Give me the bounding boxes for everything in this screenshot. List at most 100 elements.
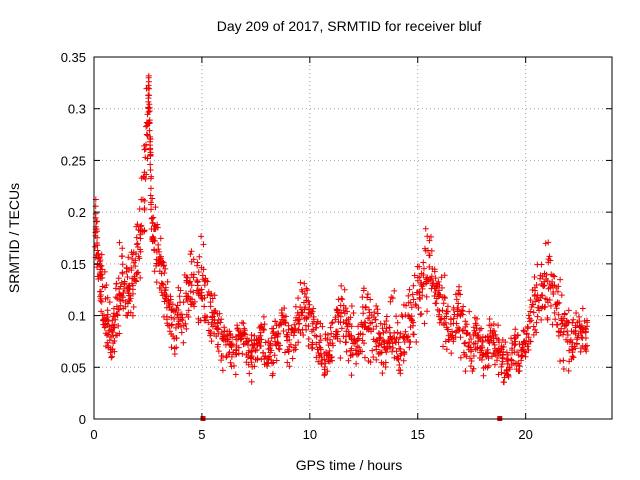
data-point [357,348,364,355]
x-tick-label: 10 [303,427,317,442]
data-point [134,240,141,247]
data-point [504,360,511,367]
data-point [416,274,423,281]
data-point [139,196,146,203]
data-point [200,241,207,248]
data-point [141,146,148,153]
data-point [391,330,398,337]
data-point [104,294,111,301]
data-point [272,318,279,325]
data-point [561,311,568,318]
x-tick-label: 0 [90,427,97,442]
grid-lines [94,57,612,419]
data-point [181,272,188,279]
data-point [362,303,369,310]
data-point [435,291,442,298]
data-point [462,318,469,325]
data-point [142,146,149,153]
data-point [582,329,589,336]
data-point [455,300,462,307]
data-point [149,233,156,240]
data-point [579,305,586,312]
data-point [115,322,122,329]
data-point [534,313,541,320]
data-point [138,222,145,229]
data-point [132,263,139,270]
data-point [98,262,105,269]
data-point [478,325,485,332]
data-point [527,338,534,345]
data-point [302,304,309,311]
data-point [133,241,140,248]
data-point [395,356,402,363]
data-point [453,320,460,327]
data-point [185,280,192,287]
data-point [309,339,316,346]
data-point [362,323,369,330]
data-point [175,284,182,291]
data-point [248,378,255,385]
data-point [137,274,144,281]
data-point [218,328,225,335]
data-point [282,320,289,327]
data-point [419,283,426,290]
data-point [439,294,446,301]
data-point [380,329,387,336]
data-point [143,171,150,178]
data-point [359,331,366,338]
data-point [434,281,441,288]
data-point [480,372,487,379]
data-point [348,302,355,309]
data-point [220,331,227,338]
data-point [410,331,417,338]
data-point [475,332,482,339]
data-point [204,291,211,298]
data-point [215,348,222,355]
data-point [360,285,367,292]
x-tick-label: 20 [518,427,532,442]
data-point [154,221,161,228]
data-point [94,234,101,241]
data-point [577,324,584,331]
data-point [228,353,235,360]
data-point [533,282,540,289]
data-point [304,287,311,294]
data-point [462,368,469,375]
data-point [169,321,176,328]
data-point [442,295,449,302]
data-point [317,346,324,353]
data-point [257,343,264,350]
data-point [490,350,497,357]
data-point [184,297,191,304]
data-point [313,354,320,361]
data-point [355,344,362,351]
data-point [533,319,540,326]
data-point [503,349,510,356]
data-point [333,306,340,313]
data-point [147,199,154,206]
data-point [383,328,390,335]
data-point [254,356,261,363]
data-point [514,349,521,356]
data-point [232,371,239,378]
data-point [374,306,381,313]
data-point [147,152,154,159]
data-point [230,362,237,369]
data-point [578,334,585,341]
data-point [94,242,101,249]
data-point [504,371,511,378]
data-point [185,293,192,300]
data-point [424,233,431,240]
data-point [109,353,116,360]
data-point [500,379,507,386]
data-point [389,348,396,355]
data-point [463,353,470,360]
data-point [247,354,254,361]
data-point [485,362,492,369]
data-point [386,343,393,350]
data-point [97,262,104,269]
data-point [538,261,545,268]
data-point [369,319,376,326]
data-point [542,295,549,302]
data-point [340,333,347,340]
